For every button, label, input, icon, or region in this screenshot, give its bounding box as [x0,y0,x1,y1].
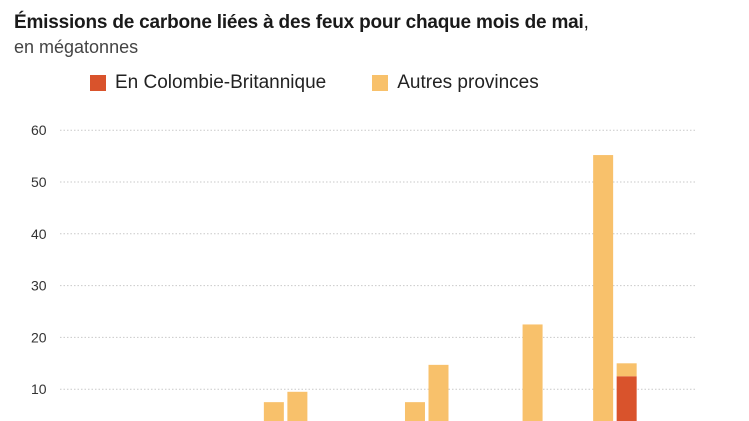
y-tick-label-50: 50 [31,174,47,190]
chart-title: Émissions de carbone liées à des feux po… [14,12,589,34]
chart-title-text: Émissions de carbone liées à des feux po… [14,12,584,33]
bar-other-24 [616,363,637,377]
y-tick-label-60: 60 [31,122,47,138]
bar-other-23 [593,155,614,421]
chart-title-comma: , [583,12,589,33]
chart-subtitle: en mégatonnes [14,37,139,57]
legend-item-other: Autres provinces [372,72,539,94]
legend-label-other: Autres provinces [397,72,539,93]
y-tick-label-40: 40 [31,226,47,242]
legend-swatch-bc [90,75,106,91]
y-tick-label-30: 30 [31,278,47,294]
legend-swatch-other [372,75,389,91]
legend-label-bc: En Colombie-Britannique [115,72,327,93]
bar-other-15 [404,402,425,421]
y-tick-label-10: 10 [31,381,47,397]
bar-other-10 [287,391,308,421]
legend-item-bc: En Colombie-Britannique [90,72,326,94]
bar-other-20 [522,324,543,421]
bar-other-16 [428,364,449,421]
y-tick-label-20: 20 [31,329,47,345]
bar-other-9 [263,402,284,421]
bar-bc-24 [616,376,637,421]
chart-legend: En Colombie-Britannique Autres provinces [90,72,585,94]
